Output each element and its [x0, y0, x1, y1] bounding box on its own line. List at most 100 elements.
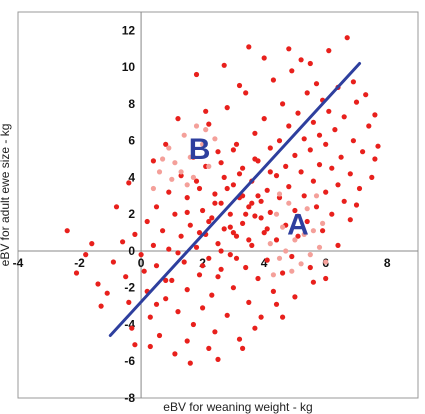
highlighted-point — [160, 156, 166, 162]
data-point — [280, 314, 286, 320]
data-point — [200, 207, 206, 214]
data-point — [286, 46, 292, 52]
highlighted-point — [295, 213, 301, 219]
data-point — [307, 147, 313, 153]
y-tick-label: 4 — [128, 170, 135, 184]
data-point — [329, 165, 335, 171]
data-point — [270, 288, 276, 294]
data-point — [310, 279, 316, 285]
data-point — [218, 200, 224, 206]
highlighted-point — [323, 259, 329, 265]
data-point — [258, 314, 264, 320]
data-point — [246, 237, 252, 243]
data-point — [104, 290, 110, 296]
data-point — [163, 277, 169, 283]
data-point — [83, 252, 89, 258]
data-point — [166, 246, 172, 252]
trend-line — [108, 61, 362, 338]
data-point — [153, 301, 160, 307]
data-point — [147, 314, 153, 320]
x-tick-label: -4 — [13, 256, 24, 270]
data-point — [298, 169, 304, 175]
data-point — [95, 281, 101, 287]
data-point — [280, 270, 286, 276]
data-point — [175, 309, 181, 315]
highlighted-point — [320, 220, 326, 226]
data-point — [224, 312, 230, 318]
highlighted-point — [307, 252, 313, 258]
annotations: BA — [189, 133, 309, 241]
data-point — [227, 211, 233, 217]
data-point — [313, 204, 320, 210]
data-point — [169, 277, 175, 283]
highlighted-point — [276, 191, 283, 197]
y-tick-label: -6 — [124, 354, 135, 368]
data-point — [267, 169, 273, 175]
data-point — [240, 220, 246, 226]
data-point — [193, 71, 200, 78]
data-point — [307, 264, 313, 271]
highlighted-point — [166, 145, 172, 151]
data-point — [243, 211, 249, 217]
data-point — [230, 230, 236, 236]
data-point — [64, 228, 70, 234]
data-point — [267, 209, 273, 215]
highlighted-point — [193, 123, 200, 129]
data-point — [261, 230, 267, 236]
data-point — [184, 287, 190, 293]
data-point — [221, 226, 227, 232]
highlighted-point — [184, 182, 190, 188]
trend-line-group — [108, 61, 362, 338]
data-point — [196, 272, 203, 278]
data-point — [258, 215, 264, 221]
data-point — [123, 274, 129, 280]
data-point — [316, 162, 323, 168]
data-point — [218, 160, 224, 166]
data-point — [326, 108, 332, 114]
data-point — [153, 204, 160, 210]
data-point — [316, 132, 323, 138]
data-point — [163, 296, 169, 302]
plot-frame — [17, 11, 419, 399]
data-point — [295, 110, 301, 116]
data-point — [283, 163, 289, 169]
highlighted-point — [181, 132, 187, 138]
data-point — [273, 173, 280, 179]
highlighted-point — [190, 174, 196, 180]
data-point — [347, 171, 353, 177]
data-point — [209, 215, 215, 221]
highlighted-point — [270, 272, 276, 278]
highlighted-point — [280, 224, 286, 230]
data-point — [246, 299, 252, 305]
highlighted-point — [169, 176, 175, 182]
highlighted-point — [206, 163, 212, 169]
y-tick-label: -4 — [124, 317, 135, 331]
data-point — [313, 81, 320, 87]
data-point — [264, 226, 270, 232]
data-point — [206, 345, 212, 351]
data-point — [267, 145, 273, 151]
data-point — [372, 112, 378, 118]
data-point — [206, 218, 212, 225]
data-point — [224, 105, 230, 111]
data-point — [323, 141, 329, 147]
highlighted-point — [187, 154, 193, 160]
data-point — [236, 336, 243, 342]
data-point — [209, 292, 215, 298]
highlighted-point — [150, 185, 156, 192]
data-point — [276, 195, 283, 201]
main-points — [64, 35, 381, 366]
highlighted-point — [200, 141, 206, 147]
highlighted-point — [286, 200, 292, 206]
highlighted-point — [298, 261, 304, 267]
highlighted-point — [178, 169, 184, 175]
data-point — [329, 211, 335, 217]
data-point — [175, 250, 181, 256]
highlighted-point — [316, 244, 323, 250]
data-point — [301, 136, 307, 142]
data-point — [240, 345, 246, 351]
data-point — [289, 68, 295, 74]
data-point — [332, 127, 338, 133]
data-point — [215, 274, 221, 280]
data-point — [363, 92, 369, 98]
